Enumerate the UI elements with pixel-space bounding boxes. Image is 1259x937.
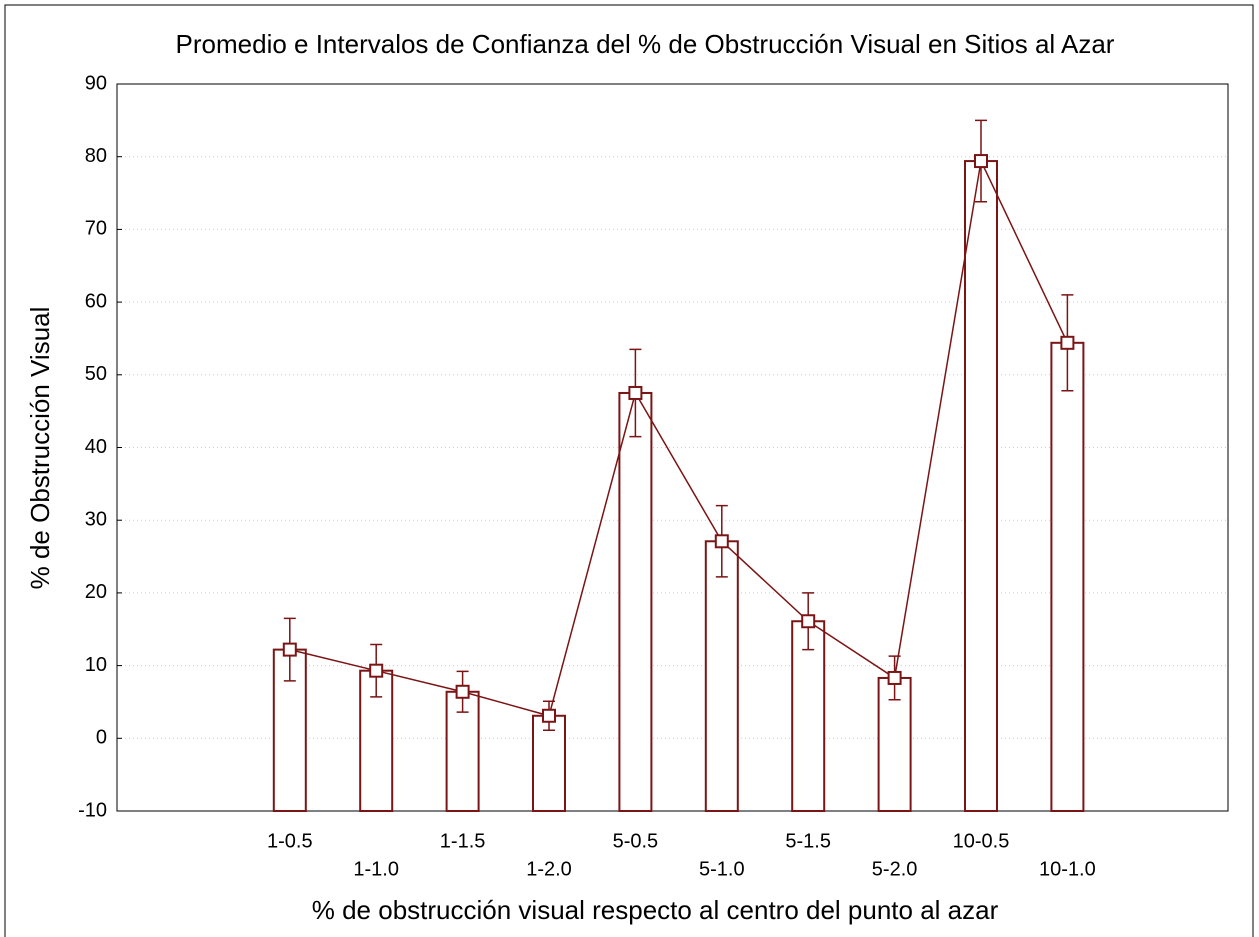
mean-marker (628, 385, 643, 400)
plot-border (116, 83, 1229, 812)
y-tick-label: 30 (85, 508, 107, 530)
mean-marker (282, 642, 297, 657)
x-tick-label: 1-1.0 (353, 858, 399, 880)
chart-title: Promedio e Intervalos de Confianza del %… (176, 29, 1115, 59)
mean-marker (801, 614, 816, 629)
mean-marker (542, 708, 556, 723)
y-tick-label: 60 (85, 290, 107, 312)
bar (964, 160, 998, 812)
y-tick-label: 40 (85, 436, 107, 458)
x-axis-title: % de obstrucción visual respecto al cent… (312, 895, 999, 925)
x-tick-label: 1-2.0 (526, 858, 572, 880)
y-tick-label: 0 (96, 727, 107, 749)
bar (618, 391, 653, 812)
mean-marker (974, 154, 988, 169)
x-tick-label: 10-1.0 (1039, 858, 1096, 880)
y-tick-label: -10 (78, 799, 107, 821)
frame (4, 4, 1254, 937)
x-tick-label: 5-1.5 (785, 830, 831, 852)
mean-line (289, 158, 1069, 717)
y-tick-label: 10 (85, 654, 107, 676)
bar (704, 540, 739, 813)
x-tick-label: 10-0.5 (953, 830, 1010, 852)
mean-marker (714, 534, 729, 549)
y-tick-label: 80 (85, 145, 107, 167)
mean-marker (1060, 335, 1075, 350)
x-tick-label: 5-0.5 (613, 830, 659, 852)
mean-marker (455, 684, 470, 699)
y-tick-label: 50 (85, 363, 107, 385)
y-axis-title: % de Obstrucción Visual (25, 307, 55, 590)
y-tick-label: 70 (85, 218, 107, 240)
x-tick-label: 5-2.0 (872, 858, 918, 880)
y-tick-label: 20 (85, 581, 107, 603)
x-tick-label: 5-1.0 (699, 858, 745, 880)
bar (791, 620, 826, 812)
bar (1050, 341, 1085, 812)
x-tick-label: 1-0.5 (267, 830, 313, 852)
y-tick-label: 90 (85, 72, 107, 94)
mean-marker (887, 670, 902, 685)
x-tick-label: 1-1.5 (440, 830, 486, 852)
mean-marker (369, 663, 384, 678)
